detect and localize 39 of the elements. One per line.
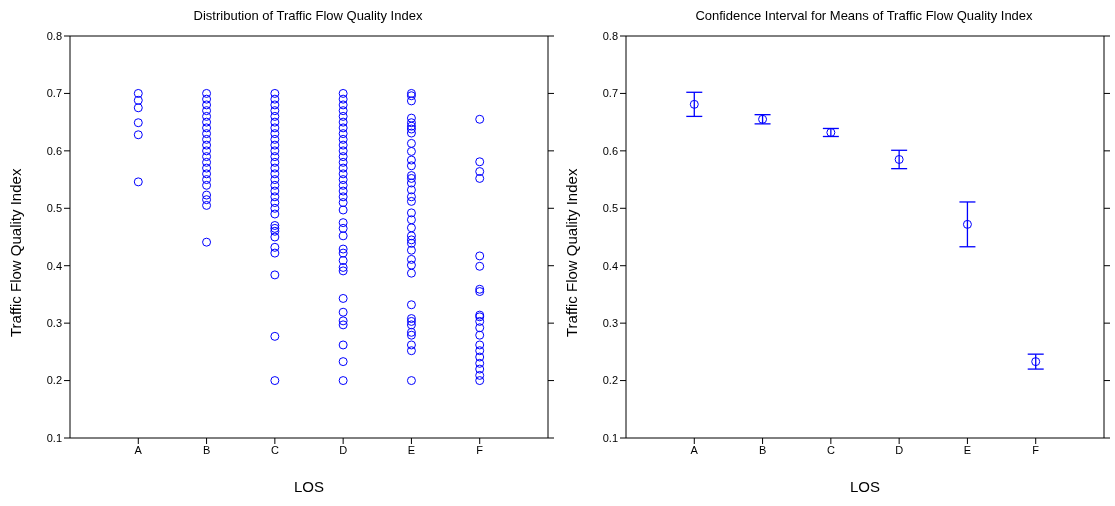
point [689, 99, 699, 109]
y-tick-label: 0.6 [602, 144, 618, 157]
y-tick-label: 0.5 [46, 202, 62, 215]
y-tick-label: 0.4 [46, 259, 62, 272]
y-tick-label: 0.3 [602, 317, 618, 330]
chart-title: Confidence Interval for Means of Traffic Flow Quality Index [694, 8, 1034, 25]
y-axis-title: Traffic Flow Quality Index [563, 168, 581, 337]
x-axis-title: LOS [849, 478, 881, 495]
chart-title: Distribution of Traffic Flow Quality Index [192, 8, 424, 25]
y-axis-title: Traffic Flow Quality Index [7, 168, 25, 337]
y-tick-label: 0.4 [602, 259, 618, 272]
y-tick-label: 0.7 [602, 87, 618, 100]
y-tick-label: 0.2 [46, 374, 62, 387]
x-tick-label: C [826, 443, 835, 456]
x-tick-label: B [202, 443, 211, 456]
x-tick-label: F [1032, 443, 1040, 456]
x-tick-label: E [407, 443, 416, 456]
x-tick-label: D [895, 443, 904, 456]
point [962, 219, 972, 229]
x-tick-label: A [690, 443, 699, 456]
x-tick-label: B [758, 443, 767, 456]
point [894, 154, 904, 164]
x-tick-label: D [339, 443, 348, 456]
y-tick-label: 0.6 [46, 144, 62, 157]
x-tick-label: E [963, 443, 972, 456]
y-tick-label: 0.1 [46, 431, 62, 444]
y-tick-label: 0.8 [602, 29, 618, 42]
y-tick-label: 0.1 [602, 431, 618, 444]
point [1031, 357, 1041, 367]
y-tick-label: 0.8 [46, 29, 62, 42]
x-axis-title: LOS [293, 478, 325, 495]
y-tick-label: 0.7 [46, 87, 62, 100]
x-tick-label: C [270, 443, 279, 456]
y-tick-label: 0.2 [602, 374, 618, 387]
x-tick-label: F [476, 443, 484, 456]
point [758, 114, 768, 124]
y-tick-label: 0.3 [46, 317, 62, 330]
y-tick-label: 0.5 [602, 202, 618, 215]
x-tick-label: A [134, 443, 143, 456]
